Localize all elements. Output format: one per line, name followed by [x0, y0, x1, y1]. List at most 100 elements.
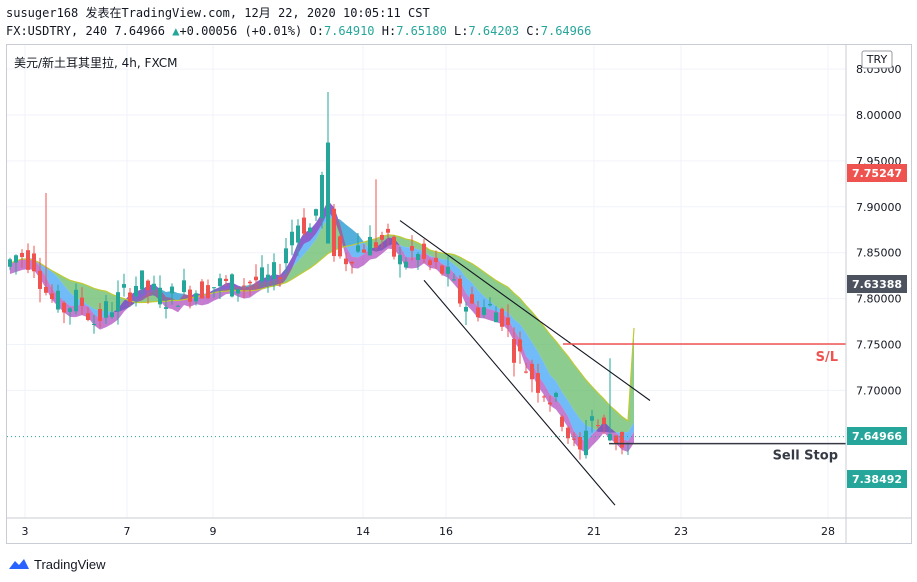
candle-body — [236, 289, 240, 294]
time-tick-label: 3 — [22, 525, 29, 538]
candle-body — [326, 142, 330, 244]
candle-body — [404, 261, 408, 268]
price-axis[interactable]: 7.700007.750007.800007.850007.900007.950… — [845, 45, 907, 543]
candle — [74, 283, 78, 315]
candle — [368, 225, 372, 256]
candle-body — [212, 287, 216, 289]
time-tick-label: 9 — [210, 525, 217, 538]
candle-body — [590, 416, 594, 421]
candle — [302, 208, 306, 236]
candle — [482, 299, 486, 318]
open-value: 7.64910 — [323, 24, 375, 38]
candle — [140, 270, 144, 295]
candle — [158, 275, 162, 308]
candle — [494, 306, 498, 323]
candle-body — [122, 284, 126, 288]
candle-body — [302, 217, 306, 234]
candle — [188, 285, 192, 309]
candle — [104, 295, 108, 324]
candle — [284, 238, 288, 274]
candle-body — [152, 283, 156, 290]
candle-body — [620, 431, 624, 448]
price-tick-label: 7.90000 — [856, 201, 902, 214]
candle — [182, 268, 186, 295]
candle — [326, 92, 330, 244]
candle — [416, 252, 420, 270]
candle — [50, 284, 54, 303]
price-badge: 7.75247 — [847, 164, 907, 182]
candle-body — [176, 305, 180, 307]
candle-body — [464, 306, 468, 312]
time-tick-label: 28 — [821, 525, 835, 538]
candle — [440, 264, 444, 276]
chart-title: 美元/新土耳其里拉, 4h, FXCM — [14, 55, 178, 70]
candle — [122, 273, 126, 297]
candle — [476, 300, 480, 322]
time-tick-label: 7 — [124, 525, 131, 538]
candle-body — [548, 402, 552, 405]
ohlc-legend: FX:USDTRY, 240 7.64966 ▲+0.00056 (+0.01%… — [6, 24, 592, 38]
candle-body — [320, 174, 324, 219]
candle — [536, 363, 540, 403]
currency-badge-label: TRY — [866, 53, 888, 66]
candle-body — [272, 262, 276, 279]
candle-body — [572, 438, 576, 440]
candle — [86, 307, 90, 322]
price-badge: 7.64966 — [847, 427, 907, 445]
time-axis[interactable]: 3 7 9 14 16 21 23 28 — [7, 517, 911, 538]
price-badge-label: 7.75247 — [852, 167, 902, 180]
change-value: +0.00056 (+0.01%) — [179, 24, 303, 38]
candle — [128, 288, 132, 307]
candle-body — [260, 267, 264, 282]
candle-body — [374, 242, 378, 248]
candle-body — [512, 338, 516, 363]
candle-body — [524, 371, 528, 373]
candle-body — [500, 308, 504, 327]
candle — [98, 302, 102, 328]
candle — [110, 302, 114, 319]
candle — [200, 279, 204, 299]
candle — [602, 414, 606, 435]
candle — [446, 256, 450, 287]
price-badge: 7.38492 — [847, 470, 907, 488]
candle — [452, 273, 456, 281]
price-badge-label: 7.64966 — [852, 430, 902, 443]
candle — [542, 394, 546, 402]
candle — [62, 300, 66, 324]
candle — [434, 250, 438, 270]
currency-badge[interactable]: TRY — [861, 50, 893, 69]
candle-body — [422, 243, 426, 259]
price-tick-label: 7.85000 — [856, 247, 902, 260]
candle-body — [248, 281, 252, 284]
candle-body — [110, 312, 114, 318]
candle — [44, 193, 48, 296]
candle-body — [536, 373, 540, 393]
candle-body — [428, 260, 432, 265]
green-ribbon — [10, 217, 634, 433]
candle-body — [92, 323, 96, 325]
candle — [584, 419, 588, 459]
candle — [14, 254, 18, 275]
candle-body — [386, 228, 390, 233]
candle — [392, 235, 396, 260]
tradingview-logo-icon — [9, 559, 29, 569]
candle — [290, 219, 294, 256]
candle-body — [50, 293, 54, 300]
candle — [524, 363, 528, 374]
candle-body — [446, 266, 450, 274]
candle — [506, 304, 510, 338]
candle — [386, 223, 390, 246]
candle-body — [308, 227, 312, 233]
candle — [296, 219, 300, 257]
drawings: S/L Sell Stop — [7, 220, 846, 506]
chart-frame[interactable] — [6, 44, 912, 544]
footer[interactable]: TradingView — [8, 553, 106, 575]
candle — [464, 302, 468, 326]
candle — [206, 279, 210, 300]
candle — [26, 243, 30, 274]
candle-body — [482, 307, 486, 315]
candle-body — [38, 270, 42, 289]
candle — [308, 223, 312, 233]
price-tick-label: 8.00000 — [856, 109, 902, 122]
